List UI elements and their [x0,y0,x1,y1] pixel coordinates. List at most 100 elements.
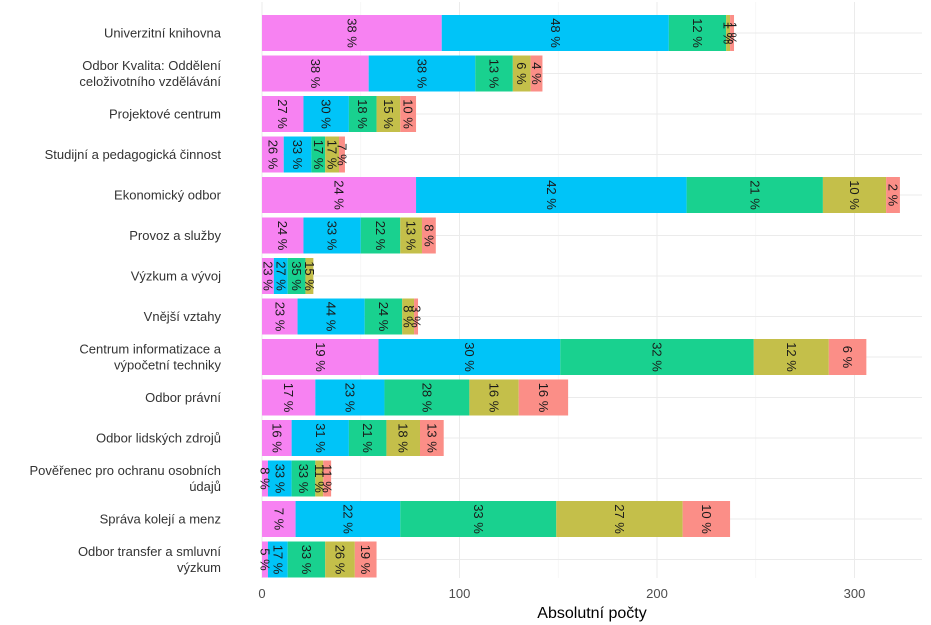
segment-label: 17 % [270,545,285,575]
bar-segment [420,420,444,456]
bar-segment [414,298,419,335]
segment-label: 2 % [886,184,901,207]
segment-label: 32 % [650,342,665,372]
segment-label: 24 % [376,302,391,332]
category-label-line: Výzkum a vývoj [131,269,221,284]
segment-label: 42 % [544,180,559,210]
category-label: Odbor lidských zdrojů [96,431,221,446]
bar-segment [273,258,288,294]
bar-segment [400,501,557,537]
category-label: Provoz a služby [129,228,221,243]
bar-segment [262,177,417,213]
segment-label: 16 % [487,383,502,413]
bar-segment [315,460,324,497]
bar-segment [368,55,476,92]
segment-label: 33 % [290,140,305,170]
segment-label: 8 % [257,467,272,490]
segment-label: 24 % [275,221,290,251]
bar-segment [360,217,401,254]
segment-label: 13 % [404,221,419,251]
category-label: Univerzitní knihovna [104,26,222,41]
bar-segment [262,217,304,254]
segment-label: 17 % [281,383,296,413]
bar-segment [348,96,377,132]
segment-label: 12 % [690,18,705,48]
category-label: Ekonomický odbor [114,188,222,203]
category-label-line: Centrum informatizace a [79,342,221,357]
segment-label: 38 % [414,59,429,89]
segment-label: 16 % [269,423,284,453]
segment-label: 21 % [747,180,762,210]
category-label: Studijní a pedagogická činnost [45,147,222,162]
segment-label: 6 % [514,62,529,85]
category-label-line: Pověřenec pro ochranu osobních [29,463,221,478]
segment-label: 7 % [271,508,286,531]
bar-segment [295,501,401,537]
category-label-line: údajů [189,479,221,494]
bar-segment [560,339,754,375]
segment-label: 1 % [721,22,736,45]
category-label-line: Správa kolejí a menz [100,512,221,527]
bar-segment [682,501,731,537]
bar-segment [512,55,531,92]
segment-label: 23 % [342,383,357,413]
segment-label: 30 % [319,99,334,129]
segment-label: 1 % [725,22,740,45]
bar-segment [297,298,365,335]
bar-segment [311,136,326,173]
segment-label: 5 % [257,548,272,571]
bar-segment [668,15,727,51]
segment-label: 21 % [360,423,375,453]
bar-segment [441,15,669,51]
category-label-line: Vnější vztahy [144,309,222,324]
bar-segment [262,420,292,456]
bar-segment [475,55,513,92]
segment-label: 23 % [272,302,287,332]
category-label-line: Univerzitní knihovna [104,26,222,41]
bar-segment [828,339,867,375]
bar-segment [400,96,417,132]
bar-segment [267,541,288,578]
segment-label: 33 % [296,464,311,494]
segment-label: 26 % [265,140,280,170]
segment-label: 28 % [419,383,434,413]
bar-segment [386,420,420,456]
bar-segment [291,460,316,497]
bar-segment [323,460,332,497]
segment-label: 17 % [311,140,326,170]
segment-label: 12 % [784,342,799,372]
category-label-line: Provoz a služby [129,228,221,243]
segment-label: 19 % [313,342,328,372]
category-label-line: Odbor Kvalita: Oddělení [82,58,221,73]
category-label: Výzkum a vývoj [131,269,221,284]
segment-label: 15 % [381,99,396,129]
segment-label: 38 % [344,18,359,48]
bar-segment [416,177,687,213]
segment-label: 30 % [462,342,477,372]
category-label: Projektové centrum [109,107,221,122]
segment-label: 27 % [275,99,290,129]
bar-segment [325,541,355,578]
bar-segment [364,298,403,335]
bar-segment [287,258,306,294]
bar-segment [530,55,543,92]
segment-label: 15 % [302,261,317,291]
segment-label: 26 % [333,545,348,575]
bar-segment [283,136,312,173]
segment-label: 27 % [273,261,288,291]
bar-segment [730,15,735,51]
bar-segment [726,15,731,51]
segment-label: 17 % [325,140,340,170]
bar-segment [287,541,326,578]
bar-segment [325,136,340,173]
segment-label: 8 % [401,305,416,328]
bar-segment [262,136,284,173]
bar-segment [348,420,387,456]
bar-segment [305,258,314,294]
segment-label: 7 % [334,143,349,166]
bar-segment [262,339,379,375]
category-label: Pověřenec pro ochranu osobních údajů [29,463,221,494]
bar-segment [262,379,316,416]
x-tick-label: 100 [449,586,471,601]
bar-segment [753,339,829,375]
